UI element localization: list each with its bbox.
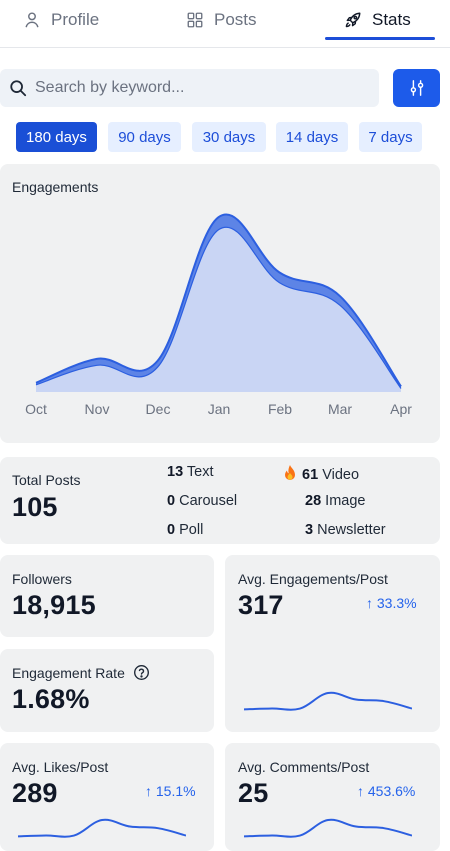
engagements-chart [35, 213, 402, 392]
range-7-days[interactable]: 7 days [359, 122, 422, 152]
tab-profile[interactable]: Profile [23, 0, 99, 40]
post-type-carousel: 0 Carousel [167, 493, 238, 509]
tab-stats[interactable]: Stats [344, 0, 411, 40]
sliders-icon [410, 80, 423, 96]
post-type-newsletter: 3 Newsletter [305, 522, 386, 538]
tab-label: Profile [51, 10, 100, 29]
engagements-lower-line [35, 226, 402, 389]
avg-engagements-label: Avg. Engagements/Post [238, 571, 388, 587]
tab-bar: Profile Posts Stats [0, 0, 450, 48]
tab-posts[interactable]: Posts [186, 0, 257, 40]
engagement-rate-value: 1.68% [12, 684, 90, 714]
engagements-title: Engagements [12, 179, 99, 195]
post-type-image: 28 Image [305, 493, 366, 509]
sparkline-path [244, 691, 412, 711]
filter-button[interactable] [393, 69, 440, 107]
axis-label-oct: Oct [25, 401, 47, 417]
avg-likes-label: Avg. Likes/Post [12, 759, 109, 775]
avg-engagements-value: 317 [238, 590, 284, 620]
post-type-poll: 0 Poll [167, 522, 204, 538]
engagements-area [36, 227, 401, 392]
active-tab-indicator [325, 37, 435, 40]
total-posts-card [0, 457, 440, 544]
axis-label-jan: Jan [207, 401, 231, 417]
search-icon [10, 80, 27, 97]
sparkline-path [244, 818, 412, 838]
avg-comments-delta: ↑ 453.6% [357, 783, 416, 799]
search-input[interactable] [35, 79, 365, 97]
person-icon [25, 12, 39, 28]
avg-likes-delta: ↑ 15.1% [145, 783, 196, 799]
avg-engagements-sparkline [244, 691, 412, 711]
engagements-line [35, 213, 402, 388]
grid-icon [187, 12, 203, 28]
axis-label-nov: Nov [84, 401, 110, 417]
axis-label-mar: Mar [327, 401, 353, 417]
followers-label: Followers [12, 571, 72, 587]
rocket-icon [345, 12, 361, 28]
followers-card [0, 555, 214, 637]
avg-engagements-delta: ↑ 33.3% [366, 595, 417, 611]
range-180-days[interactable]: 180 days [16, 122, 97, 152]
followers-value: 18,915 [12, 590, 96, 620]
avg-comments-label: Avg. Comments/Post [238, 759, 370, 775]
post-type-video: 61 Video [282, 464, 359, 483]
sparkline-path [18, 818, 186, 838]
axis-label-apr: Apr [390, 401, 412, 417]
help-icon[interactable] [133, 664, 150, 681]
engagement-rate-label: Engagement Rate [12, 664, 150, 681]
total-posts-label: Total Posts [12, 472, 81, 488]
range-14-days[interactable]: 14 days [276, 122, 348, 152]
range-30-days[interactable]: 30 days [192, 122, 266, 152]
tab-label: Stats [372, 10, 411, 29]
tab-label: Posts [214, 10, 257, 29]
axis-label-dec: Dec [145, 401, 171, 417]
avg-likes-sparkline [18, 818, 186, 838]
range-90-days[interactable]: 90 days [108, 122, 181, 152]
fire-icon [285, 465, 295, 480]
avg-comments-sparkline [244, 818, 412, 838]
search-bar [0, 69, 379, 107]
post-type-text: 13 Text [167, 464, 214, 480]
engagement-rate-card [0, 649, 214, 732]
total-posts-value: 105 [12, 492, 58, 522]
avg-likes-value: 289 [12, 778, 58, 808]
avg-comments-value: 25 [238, 778, 269, 808]
avg-engagements-card [225, 555, 440, 732]
axis-label-feb: Feb [267, 401, 293, 417]
